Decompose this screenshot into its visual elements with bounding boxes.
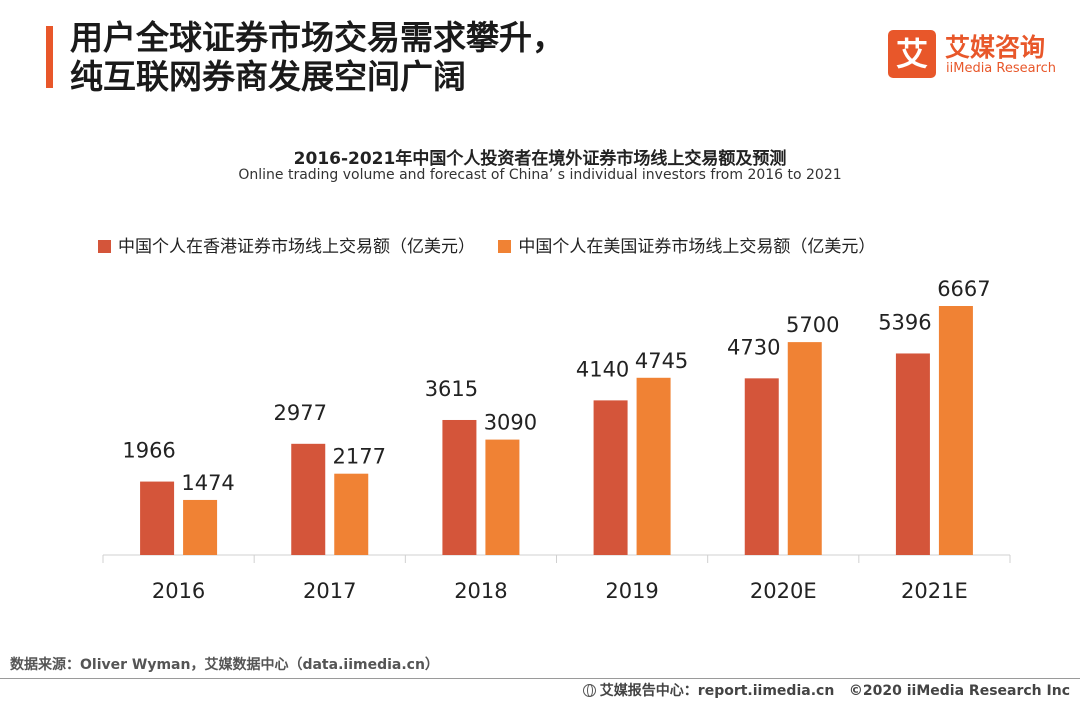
chart-legend: 中国个人在香港证券市场线上交易额（亿美元） 中国个人在美国证券市场线上交易额（亿… <box>98 232 893 257</box>
headline-line-2: 纯互联网券商发展空间广阔 <box>70 57 466 96</box>
legend-item-us: 中国个人在美国证券市场线上交易额（亿美元） <box>498 232 875 257</box>
headline-line-1: 用户全球证券市场交易需求攀升， <box>70 18 565 57</box>
data-label-us-2021E: 6667 <box>937 277 990 301</box>
data-label-us-2019: 4745 <box>635 349 688 373</box>
footer-bar: 艾媒报告中心：report.iimedia.cn ©2020 iiMedia R… <box>582 680 1070 700</box>
title-accent-bar <box>46 26 53 88</box>
bar-hk-2020E <box>744 378 779 555</box>
brand-logo: 艾 艾媒咨询 iiMedia Research <box>888 30 1068 82</box>
bar-hk-2021E <box>895 353 930 555</box>
brand-mark-icon: 艾 <box>888 30 936 78</box>
page-headline: 用户全球证券市场交易需求攀升， 纯互联网券商发展空间广阔 <box>70 18 565 96</box>
legend-swatch-hk <box>98 240 111 253</box>
x-tick-label-2017: 2017 <box>303 579 356 603</box>
x-tick-label-2018: 2018 <box>454 579 507 603</box>
bar-us-2019 <box>636 377 671 555</box>
data-label-us-2016: 1474 <box>181 471 234 495</box>
brand-name-cn: 艾媒咨询 <box>945 33 1046 62</box>
x-tick-label-2021E: 2021E <box>901 579 968 603</box>
chart-subtitle: Online trading volume and forecast of Ch… <box>238 167 842 183</box>
chart-title: 2016-2021年中国个人投资者在境外证券市场线上交易额及预测 <box>293 149 787 169</box>
bar-hk-2018 <box>442 419 477 555</box>
data-label-us-2017: 2177 <box>333 445 386 469</box>
legend-label-us: 中国个人在美国证券市场线上交易额（亿美元） <box>518 237 876 257</box>
bar-hk-2017 <box>291 443 326 555</box>
footer-report-center: 艾媒报告中心：report.iimedia.cn <box>599 683 835 699</box>
data-label-hk-2021E: 5396 <box>878 310 931 334</box>
legend-item-hk: 中国个人在香港证券市场线上交易额（亿美元） <box>98 232 475 257</box>
bar-hk-2019 <box>593 400 628 555</box>
data-label-us-2018: 3090 <box>484 411 537 435</box>
footer-divider <box>0 678 1080 679</box>
data-label-hk-2016: 1966 <box>122 439 175 463</box>
data-label-hk-2017: 2977 <box>274 401 327 425</box>
bar-us-2021E <box>938 306 973 555</box>
bar-hk-2016 <box>140 481 175 555</box>
data-label-hk-2018: 3615 <box>425 377 478 401</box>
legend-swatch-us <box>498 240 512 253</box>
bar-us-2018 <box>485 439 520 555</box>
bar-us-2016 <box>183 499 218 555</box>
bar-us-2017 <box>334 473 369 555</box>
brand-name-en: iiMedia Research <box>946 61 1057 76</box>
data-label-hk-2020E: 4730 <box>727 335 780 359</box>
bar-us-2020E <box>787 342 822 555</box>
data-source: 数据来源：Oliver Wyman，艾媒数据中心（data.iimedia.cn… <box>10 657 439 673</box>
legend-label-hk: 中国个人在香港证券市场线上交易额（亿美元） <box>118 237 475 257</box>
x-tick-label-2016: 2016 <box>152 579 205 603</box>
x-tick-label-2019: 2019 <box>605 579 658 603</box>
x-tick-label-2020E: 2020E <box>750 579 817 603</box>
data-label-us-2020E: 5700 <box>786 313 839 337</box>
globe-icon <box>582 684 596 697</box>
footer-copyright: ©2020 iiMedia Research Inc <box>848 683 1070 699</box>
data-label-hk-2019: 4140 <box>576 357 629 381</box>
